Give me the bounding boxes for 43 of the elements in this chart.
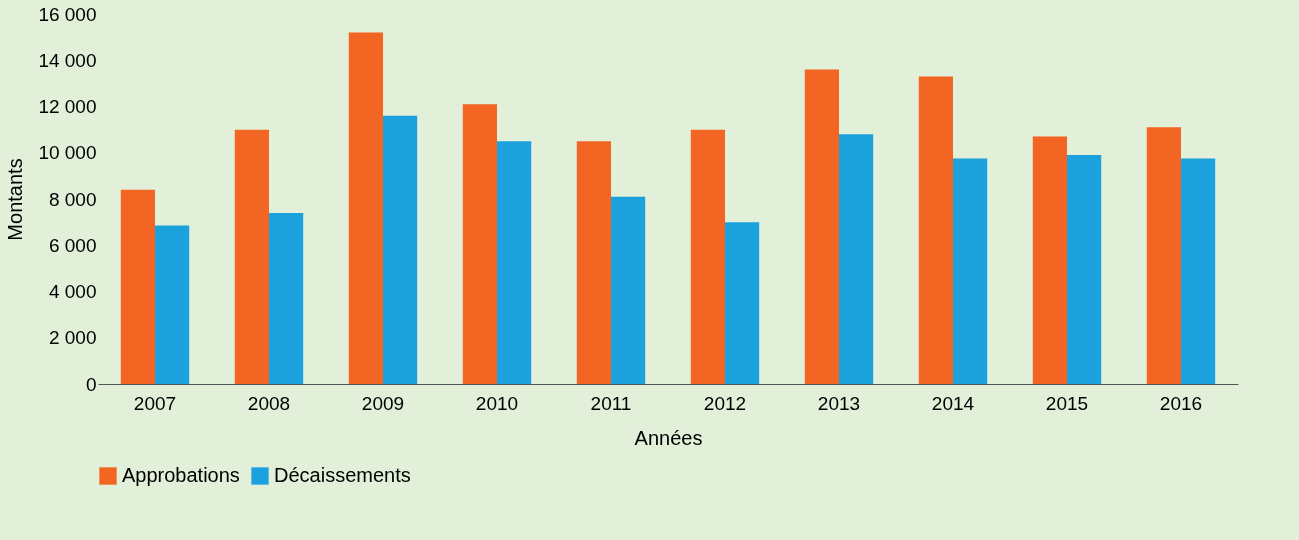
bar xyxy=(804,69,839,384)
x-tick-label: 2013 xyxy=(817,392,861,414)
y-tick-label: 8 000 xyxy=(48,188,97,210)
bar xyxy=(725,222,760,384)
y-tick-label: 10 000 xyxy=(38,142,97,164)
bar xyxy=(120,189,155,384)
bar xyxy=(234,129,269,384)
y-tick-label: 4 000 xyxy=(48,281,97,302)
bar xyxy=(918,76,953,384)
x-tick-label: 2007 xyxy=(133,392,177,414)
y-tick-label: 14 000 xyxy=(38,49,97,71)
bar xyxy=(1146,127,1181,384)
x-tick-label: 2011 xyxy=(590,392,632,414)
bar xyxy=(1067,155,1102,384)
bar xyxy=(611,196,646,384)
x-tick-label: 2010 xyxy=(475,392,519,414)
legend-label: Décaissements xyxy=(274,464,411,486)
x-tick-label: 2008 xyxy=(247,392,291,414)
y-axis-title: Montants xyxy=(4,158,27,241)
bar xyxy=(462,104,497,384)
bar xyxy=(839,134,874,384)
bar xyxy=(269,212,304,384)
bar xyxy=(348,32,383,384)
x-tick-label: 2009 xyxy=(361,392,405,414)
bar xyxy=(690,129,725,384)
bar xyxy=(1032,136,1067,384)
bar xyxy=(497,141,532,384)
x-tick-label: 2015 xyxy=(1045,392,1089,414)
bar xyxy=(1181,158,1216,384)
bar xyxy=(953,158,988,384)
x-axis-title: Années xyxy=(634,426,703,449)
y-tick-label: 12 000 xyxy=(38,96,97,117)
x-tick-label: 2012 xyxy=(703,392,747,414)
x-tick-label: 2016 xyxy=(1159,392,1203,414)
bar xyxy=(155,225,190,384)
y-tick-label: 2 000 xyxy=(48,327,97,349)
y-tick-label: 0 xyxy=(85,373,97,395)
legend-label: Approbations xyxy=(122,464,240,486)
x-tick-label: 2014 xyxy=(931,392,975,414)
y-tick-label: 6 000 xyxy=(48,234,97,256)
bar xyxy=(383,115,418,384)
y-tick-label: 16 000 xyxy=(38,3,97,25)
bar xyxy=(576,141,611,384)
